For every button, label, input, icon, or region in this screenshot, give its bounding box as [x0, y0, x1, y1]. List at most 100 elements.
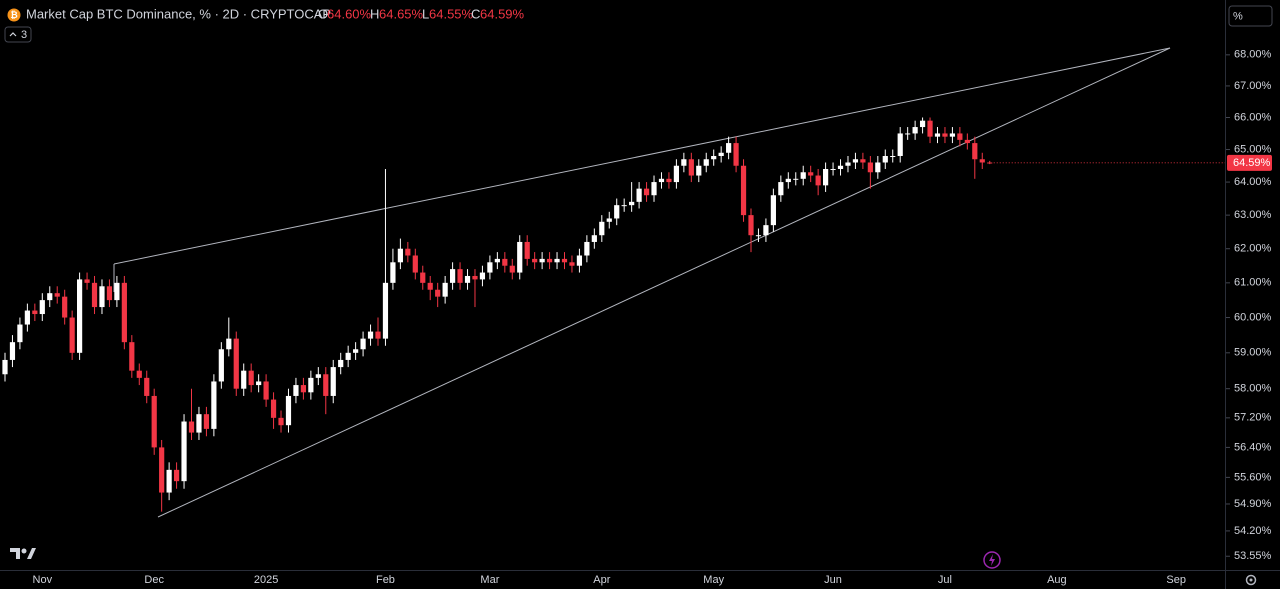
x-tick-label: Dec — [144, 574, 164, 586]
y-tick-label: 60.00% — [1234, 311, 1272, 323]
ohlc-value: 64.65% — [379, 6, 424, 21]
candle-body — [188, 421, 195, 433]
trend-line[interactable] — [113, 47, 1171, 265]
candle-body — [979, 159, 985, 163]
candle-body — [99, 286, 105, 308]
y-tick-label: 67.00% — [1234, 80, 1272, 92]
candle-body — [793, 178, 799, 180]
y-tick-label: 53.55% — [1234, 550, 1272, 562]
y-tick-label: 56.40% — [1234, 441, 1272, 453]
candle-body — [927, 120, 933, 137]
candle-body — [703, 159, 709, 166]
candle-body — [308, 377, 314, 393]
candle-body — [905, 133, 911, 135]
settings-icon[interactable] — [1245, 574, 1257, 586]
y-tick-label: 65.00% — [1234, 143, 1272, 155]
candle-body — [106, 286, 113, 301]
candle-body — [151, 395, 157, 448]
candle-body — [2, 359, 8, 375]
candle-body — [226, 338, 232, 350]
candle-body — [837, 165, 844, 170]
ohlc-value: 64.55% — [429, 6, 474, 21]
candle-body — [32, 310, 38, 315]
candle-body — [218, 349, 224, 382]
y-tick-label: 64.00% — [1234, 176, 1272, 188]
candle-body — [375, 331, 381, 339]
candle-body — [24, 310, 30, 325]
candle-body — [584, 241, 590, 256]
y-tick-label: 54.90% — [1234, 498, 1272, 510]
candle-body — [338, 359, 344, 368]
settings-icon-center — [1249, 578, 1253, 582]
last-price-label: 64.59% — [1233, 157, 1271, 169]
candle-body — [233, 338, 239, 389]
x-tick-label: 2025 — [254, 574, 278, 586]
candle-body — [621, 205, 627, 207]
tradingview-logo[interactable] — [10, 548, 36, 559]
candle-body — [464, 275, 471, 283]
candle-body — [912, 127, 918, 134]
candle-body — [860, 159, 866, 163]
candle-body — [353, 349, 359, 353]
candle-body — [285, 395, 292, 426]
candle-body — [330, 367, 336, 396]
candle-body — [17, 324, 23, 343]
candle-body — [278, 417, 284, 426]
candle-body — [711, 156, 717, 160]
candle-body — [397, 248, 403, 263]
candle-body — [718, 152, 724, 157]
candle-body — [412, 255, 418, 273]
ohlc-label: L — [422, 6, 429, 21]
candle-body — [636, 188, 642, 202]
candle-body — [517, 241, 523, 273]
candle-body — [942, 133, 948, 137]
candle-body — [875, 162, 881, 173]
alert-icon[interactable] — [983, 551, 1001, 569]
y-tick-label: 57.20% — [1234, 412, 1272, 424]
candle-body — [606, 218, 612, 222]
candle-body — [166, 469, 172, 493]
candle-body — [77, 279, 83, 353]
candle-body — [546, 258, 553, 263]
candle-body — [852, 159, 859, 163]
candle-body — [509, 265, 515, 273]
candle-body — [502, 258, 508, 266]
ohlc-value: 64.59% — [480, 6, 525, 21]
x-tick-label: Jun — [824, 574, 842, 586]
candle-body — [323, 374, 329, 396]
candle-body — [54, 293, 60, 297]
candle-body — [957, 133, 963, 140]
candle-body — [778, 182, 784, 196]
candle-body — [69, 317, 75, 353]
indicators-toggle[interactable] — [4, 26, 32, 43]
candle-body — [591, 235, 597, 242]
candle-body — [688, 159, 694, 176]
candle-body — [382, 282, 389, 339]
candle-body — [241, 370, 247, 389]
candle-body — [129, 342, 135, 371]
candle-body — [144, 377, 150, 396]
candle-body — [666, 178, 672, 183]
scale-button[interactable] — [1228, 5, 1273, 27]
candle-body — [890, 156, 896, 158]
y-tick-label: 55.60% — [1234, 471, 1272, 483]
candle-body — [949, 133, 956, 137]
candle-body — [643, 188, 650, 196]
x-tick-label: Apr — [593, 574, 610, 586]
candle-body — [487, 262, 493, 273]
candle-body — [987, 162, 993, 164]
candle-body — [360, 338, 366, 350]
x-tick-label: Feb — [376, 574, 395, 586]
trend-line[interactable] — [157, 47, 1171, 518]
candle-body — [248, 370, 254, 386]
candle-body — [121, 282, 127, 343]
candle-body — [934, 133, 941, 137]
alert-icon-glyph — [989, 554, 995, 566]
scale-button-label: % — [1233, 10, 1243, 22]
chevron-icon — [9, 32, 17, 37]
y-tick-label: 61.00% — [1234, 277, 1272, 289]
chart-title[interactable]: Market Cap BTC Dominance, % · 2D · CRYPT… — [26, 6, 331, 21]
y-tick-label: 54.20% — [1234, 525, 1272, 537]
candle-body — [830, 169, 836, 171]
